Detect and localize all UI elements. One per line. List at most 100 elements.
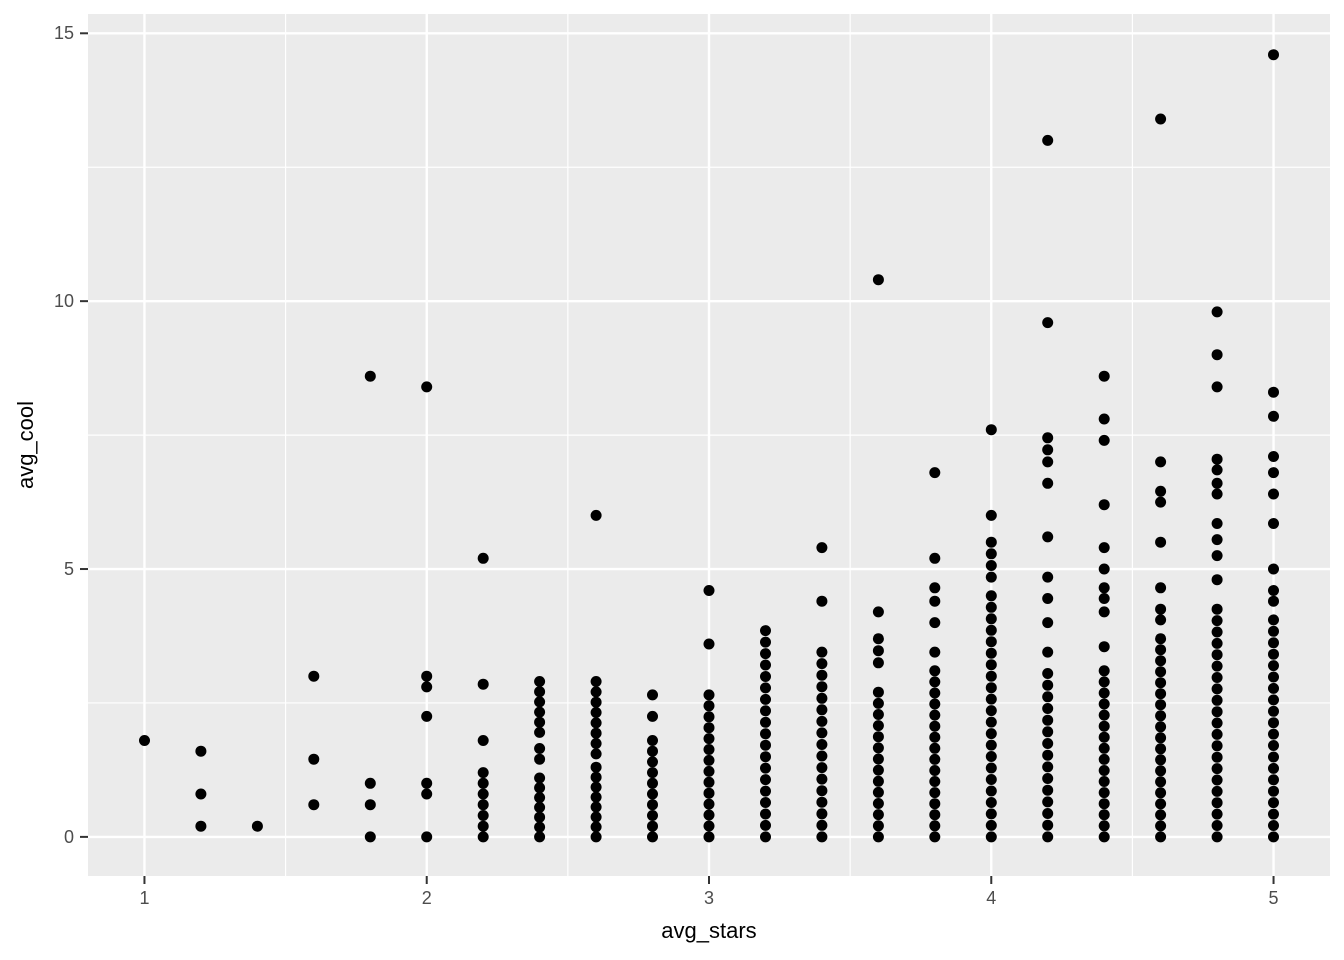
data-point [1155,677,1167,689]
data-point [929,742,941,754]
data-point [308,753,320,765]
data-point [1211,740,1223,752]
data-point [534,686,546,698]
data-point [985,808,997,820]
data-point [1155,820,1167,832]
y-tick-label: 5 [63,559,74,580]
data-point [1098,687,1110,699]
data-point [1098,765,1110,776]
data-point [872,742,884,754]
data-point [1211,488,1223,500]
data-point [872,645,884,657]
data-point [1268,682,1279,694]
data-point [1155,787,1167,799]
data-point [760,762,771,774]
x-tick-label: 1 [139,888,150,908]
data-point [985,670,997,682]
data-point [760,659,771,671]
data-point [1042,691,1054,703]
data-point [590,727,602,739]
data-point [816,739,828,750]
data-point [872,274,884,286]
data-point [1155,456,1167,468]
data-point [1268,563,1279,575]
data-point [760,751,771,763]
data-point [985,560,997,571]
data-point [1268,751,1279,763]
data-point [816,669,828,681]
data-point [1211,820,1223,831]
data-point [1211,306,1223,318]
data-point [985,785,997,797]
data-point [760,682,771,694]
data-point [703,765,715,777]
data-point [985,601,997,613]
data-point [1042,831,1054,843]
data-point [816,646,828,658]
data-point [1155,831,1167,843]
x-tick-label: 4 [986,888,997,908]
data-point [1155,809,1167,821]
data-point [534,743,546,754]
data-point [760,819,771,831]
data-point [1268,831,1279,843]
data-point [590,791,602,803]
data-point [816,819,828,831]
data-point [1098,499,1110,511]
data-point [647,831,658,843]
data-point [1155,776,1167,788]
data-point [590,707,602,718]
data-point [647,788,658,800]
data-point [760,671,771,682]
data-point [1211,660,1223,672]
data-point [1211,574,1223,586]
data-point [534,811,546,823]
data-point [985,716,997,728]
data-point [929,798,941,810]
data-point [1155,485,1167,497]
data-point [985,509,997,521]
data-point [985,682,997,694]
data-point [1211,534,1223,546]
data-point [929,776,941,787]
data-point [816,808,828,820]
data-point [1042,808,1054,819]
data-point [985,536,997,548]
data-point [477,810,489,821]
data-point [647,767,658,779]
data-point [1211,603,1223,615]
data-point [929,831,941,843]
data-point [534,821,546,833]
data-point [1268,797,1279,809]
data-point [477,799,489,811]
data-point [1268,488,1279,500]
data-point [929,617,941,629]
data-point [647,799,658,811]
data-point [590,717,602,729]
data-point [703,733,715,745]
data-point [985,647,997,659]
data-point [760,625,771,637]
data-point [1098,787,1110,799]
data-point [590,761,602,773]
data-point [985,774,997,785]
data-point [534,792,546,804]
data-point [872,820,884,832]
data-point [421,670,433,682]
data-point [590,821,602,833]
data-point [590,686,602,698]
data-point [1155,644,1167,656]
data-point [872,809,884,821]
data-point [1042,819,1054,831]
data-point [816,750,828,762]
data-point [477,777,489,789]
data-point [1268,585,1279,596]
data-point [1268,467,1279,479]
data-point [816,831,828,843]
data-point [985,762,997,774]
data-point [1268,595,1279,607]
data-point [816,681,828,693]
data-point [1155,113,1167,125]
data-point [929,809,941,821]
